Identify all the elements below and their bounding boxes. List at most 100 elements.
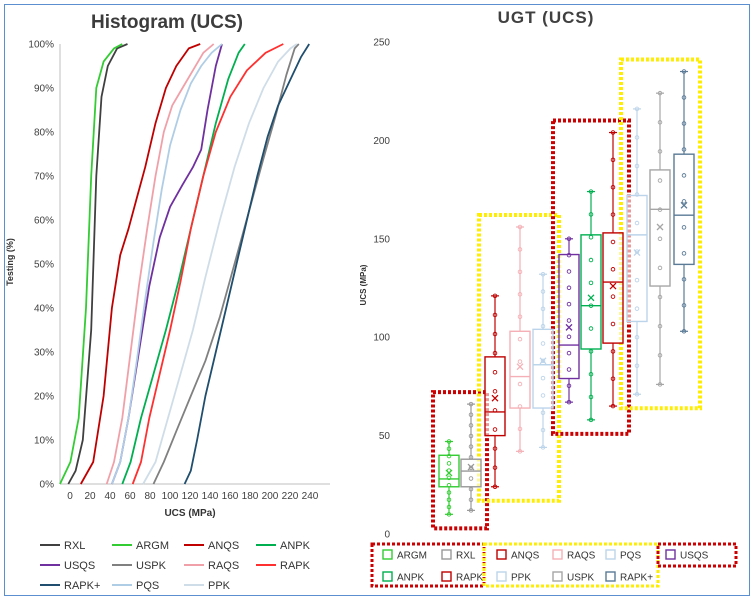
box-data-point — [588, 394, 594, 400]
box-plot-y-tick-label: 200 — [373, 136, 390, 147]
histogram-y-tick-label: 40% — [34, 304, 54, 315]
box-data-point — [681, 251, 687, 256]
box-data-point — [468, 508, 474, 513]
histogram-chart: Histogram (UCS) Testing (%) UCS (MPa) 0%… — [5, 12, 330, 592]
box-legend-label: RAQS — [567, 551, 596, 562]
box-data-point — [566, 285, 572, 291]
box-body — [438, 454, 460, 488]
box-legend-label: ANPK — [397, 573, 425, 584]
histogram-legend-item-raqs: RAQS — [184, 560, 239, 572]
box-data-point — [540, 375, 546, 381]
box-data-point — [657, 149, 663, 154]
histogram-series-line-ppk — [142, 43, 298, 485]
box-data-point — [610, 267, 616, 272]
box-data-point — [540, 393, 546, 398]
box-data-point — [657, 294, 663, 300]
histogram-series-line-raqs — [105, 43, 215, 485]
box-data-point — [610, 403, 616, 409]
box-data-point — [588, 189, 594, 194]
histogram-x-tick-label: 20 — [84, 491, 96, 502]
box-data-point — [517, 336, 523, 342]
histogram-legend-label: USQS — [64, 560, 95, 572]
box-data-point — [634, 135, 640, 140]
box-data-point — [566, 252, 572, 258]
box-data-point — [446, 475, 452, 481]
histogram-x-tick-label: 240 — [302, 491, 319, 502]
box-legend-item-usqs: USQS — [665, 549, 709, 562]
histogram-legend-item-argm: ARGM — [112, 540, 169, 552]
histogram-legend-item-uspk: USPK — [112, 560, 167, 572]
box-legend-label: USQS — [680, 551, 709, 562]
histogram-legend-label: PPK — [208, 580, 231, 592]
box-legend-item-uspk: USPK — [552, 571, 595, 584]
box-data-point — [588, 417, 594, 423]
histogram-x-tick-label: 140 — [202, 491, 219, 502]
box-body — [649, 169, 671, 287]
box-data-point — [446, 446, 452, 452]
box-data-point — [492, 446, 498, 451]
box-data-point — [468, 423, 474, 428]
box-data-point — [468, 465, 474, 471]
box-plot-y-tick-label: 150 — [373, 234, 390, 245]
box-data-point — [492, 331, 498, 337]
histogram-series-line-rapk — [131, 43, 284, 485]
box-ppk — [626, 106, 648, 397]
histogram-series-line-anqs — [80, 43, 201, 485]
box-body — [484, 356, 506, 437]
box-legend-item-raqs: RAQS — [552, 549, 596, 562]
histogram-y-tick-label: 0% — [40, 480, 55, 491]
box-data-point — [517, 381, 523, 387]
box-data-point — [681, 225, 687, 230]
box-data-point — [634, 163, 640, 169]
box-data-point — [517, 247, 523, 252]
histogram-y-tick-label: 80% — [34, 128, 54, 139]
group-highlight-frame — [431, 390, 489, 531]
histogram-y-tick-label: 30% — [34, 348, 54, 359]
box-data-point — [681, 329, 687, 334]
box-data-point — [468, 433, 474, 439]
box-data-point — [446, 453, 452, 459]
box-legend-item-pqs: PQS — [605, 549, 641, 562]
box-data-point — [657, 207, 663, 212]
histogram-y-tick-label: 70% — [34, 172, 54, 183]
histogram-x-tick-label: 40 — [104, 491, 116, 502]
box-data-point — [634, 277, 640, 283]
histogram-x-axis-label: UCS (MPa) — [164, 508, 215, 519]
box-data-point — [588, 303, 594, 308]
box-body — [558, 253, 580, 380]
box-data-point — [492, 484, 498, 490]
histogram-legend-label: RXL — [64, 540, 85, 552]
box-data-point — [446, 439, 452, 444]
box-data-point — [540, 271, 546, 277]
box-data-point — [657, 236, 663, 242]
histogram-legend-item-ppk: PPK — [184, 580, 231, 592]
box-data-point — [588, 234, 594, 240]
box-data-point — [540, 410, 546, 416]
box-data-point — [566, 383, 572, 389]
box-mean-marker — [539, 357, 547, 365]
box-data-point — [517, 359, 523, 364]
box-legend-label: USPK — [567, 573, 595, 584]
box-data-point — [657, 265, 663, 271]
box-legend-swatch — [552, 571, 563, 582]
histogram-legend-label: ARGM — [136, 540, 169, 552]
box-mean-marker — [587, 294, 595, 302]
box-data-point — [610, 376, 616, 381]
box-plot-y-tick-label: 250 — [373, 38, 390, 49]
box-data-point — [540, 427, 546, 433]
box-data-point — [566, 399, 572, 405]
box-legend-label: RAPK+ — [620, 573, 653, 584]
box-data-point — [566, 367, 572, 372]
box-legend-swatch — [552, 549, 563, 560]
box-plot-y-tick-label: 50 — [379, 431, 391, 442]
box-body — [580, 234, 602, 350]
box-plot-y-tick-label: 100 — [373, 333, 390, 344]
box-data-point — [492, 465, 498, 470]
box-data-point — [566, 236, 572, 242]
box-mean-marker — [565, 323, 573, 331]
box-data-point — [566, 301, 572, 307]
box-legend-swatch — [605, 549, 616, 560]
box-data-point — [468, 476, 474, 481]
histogram-legend-label: RAQS — [208, 560, 239, 572]
box-data-point — [517, 404, 523, 409]
